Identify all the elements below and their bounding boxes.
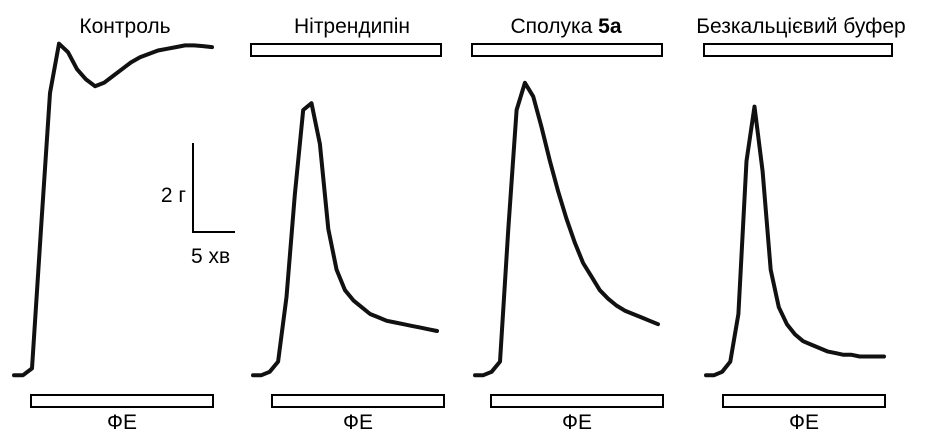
panel-title: Безкальцієвий буфер <box>696 15 905 38</box>
treatment-bar <box>703 43 893 57</box>
contraction-trace <box>473 80 660 378</box>
contraction-trace <box>12 41 214 378</box>
panel-4: Безкальцієвий буфер ФЕ <box>696 15 905 432</box>
panel-2: Нітрендипін ФЕ <box>250 15 445 432</box>
panel-title-text: Нітрендипін <box>294 15 410 38</box>
panel-1: Контроль ФЕ <box>12 15 214 432</box>
stimulus-label: ФЕ <box>562 411 592 432</box>
panel-title-text: Безкальцієвий буфер <box>696 15 905 38</box>
panel-title-text: Сполука <box>510 15 598 38</box>
stimulus-bar <box>271 394 445 408</box>
contraction-trace <box>251 101 439 378</box>
stimulus-label: ФЕ <box>107 411 137 432</box>
scale-bar-vertical-label: 2 г <box>161 184 187 207</box>
stimulus-label: ФЕ <box>343 411 373 432</box>
panel-title: Контроль <box>79 15 170 38</box>
stimulus-bar <box>490 394 664 408</box>
scale-bar: 2 г 5 хв <box>161 143 235 268</box>
panel-title: Сполука 5a <box>510 15 621 38</box>
panel-3: Сполука 5a ФЕ <box>471 15 664 432</box>
treatment-bar <box>250 43 442 57</box>
scale-bar-lines <box>192 143 235 233</box>
panel-title: Нітрендипін <box>294 15 410 38</box>
stimulus-bar <box>722 394 886 408</box>
stimulus-bar <box>30 394 214 408</box>
treatment-bar <box>471 43 663 57</box>
panel-title-text: Контроль <box>79 15 170 38</box>
panel-title-bold: 5a <box>598 15 622 38</box>
contraction-trace <box>704 104 886 378</box>
scale-bar-horizontal-label: 5 хв <box>191 245 230 268</box>
stimulus-label: ФЕ <box>789 411 819 432</box>
